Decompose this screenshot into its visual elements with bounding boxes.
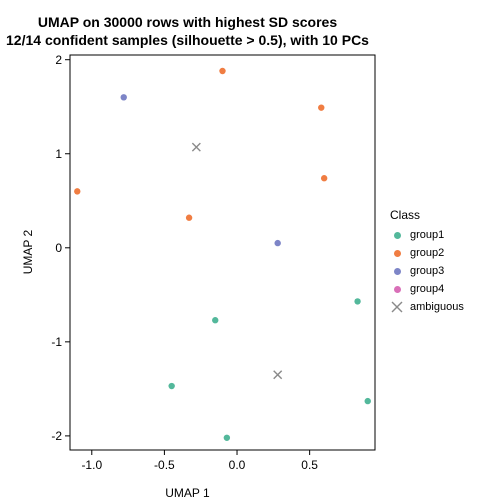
legend-swatch [390,282,404,296]
legend-item: ambiguous [390,298,464,316]
legend: Class group1 group2 group3 group4 ambiguous [390,208,464,316]
legend-item: group3 [390,262,464,280]
scatter-point [318,104,324,110]
x-tick-label: 0.0 [229,458,246,472]
legend-label: group1 [410,229,444,241]
scatter-point [121,94,127,100]
legend-item: group2 [390,244,464,262]
legend-swatch [390,264,404,278]
y-tick-label: 0 [32,241,62,255]
scatter-point [168,383,174,389]
y-tick-label: -2 [32,429,62,443]
x-tick-label: -1.0 [81,458,102,472]
scatter-point [365,398,371,404]
legend-label: group2 [410,247,444,259]
legend-label: ambiguous [410,301,464,313]
scatter-point [354,298,360,304]
y-tick-label: 2 [32,53,62,67]
legend-swatch [390,246,404,260]
y-tick-label: 1 [32,147,62,161]
scatter-point [224,435,230,441]
legend-swatch [390,300,404,314]
scatter-point [186,215,192,221]
x-tick-label: -0.5 [154,458,175,472]
legend-item: group4 [390,280,464,298]
scatter-point [321,175,327,181]
y-tick-label: -1 [32,335,62,349]
legend-items: group1 group2 group3 group4 ambiguous [390,226,464,316]
legend-item: group1 [390,226,464,244]
legend-title: Class [390,208,464,222]
scatter-point [212,317,218,323]
legend-label: group4 [410,283,444,295]
x-tick-label: 0.5 [301,458,318,472]
legend-label: group3 [410,265,444,277]
scatter-point [74,188,80,194]
chart-stage: UMAP on 30000 rows with highest SD score… [0,0,504,504]
legend-swatch [390,228,404,242]
scatter-point [219,68,225,74]
scatter-point [274,240,280,246]
